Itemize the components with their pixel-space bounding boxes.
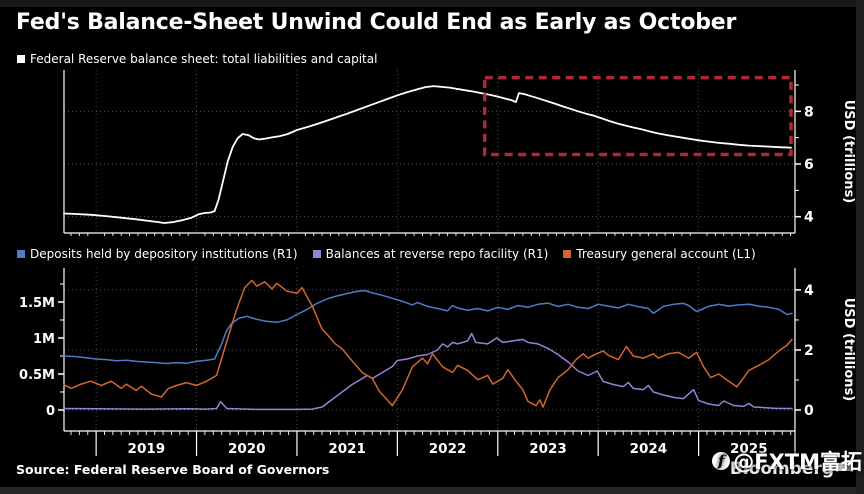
x-axis-year-label: 2022 xyxy=(429,441,467,457)
left-axis-tick-label: 1M xyxy=(33,332,55,347)
bloomberg-logo-text: Bloomberg xyxy=(729,459,834,479)
series-line-tga xyxy=(63,279,793,408)
x-axis-year-label: 2024 xyxy=(630,441,668,457)
series-line-fed-total xyxy=(63,85,792,224)
frame-strip-top xyxy=(0,0,864,7)
legend-swatch-reverse-repo xyxy=(312,250,321,258)
legend-swatch-deposits xyxy=(17,250,25,258)
bloomberg-logo: Bloomberg xyxy=(730,459,850,479)
right-axis-tick-label: 6 xyxy=(804,157,814,173)
source-line: Source: Federal Reserve Board of Governo… xyxy=(16,462,330,477)
legend-swatch-tga xyxy=(563,250,572,258)
frame-strip-right xyxy=(856,0,864,494)
right-axis-tick-label: 0 xyxy=(804,403,814,419)
legend-label-deposits: Deposits held by depository institutions… xyxy=(30,247,298,261)
fxtm-circle-icon: f xyxy=(712,452,731,470)
frame-strip-bottom xyxy=(0,487,864,494)
left-axis-tick-label: 1.5M xyxy=(19,296,55,311)
x-axis-year-label: 2020 xyxy=(228,441,266,457)
x-axis-year-label: 2025 xyxy=(730,441,768,457)
left-axis-tick-label: 0 xyxy=(46,404,55,419)
right-axis-title: USD (trillions) xyxy=(841,100,856,204)
x-axis-year-label: 2023 xyxy=(529,441,567,457)
bloomberg-logo-mark xyxy=(838,463,850,475)
page-title: Fed's Balance-Sheet Unwind Could End as … xyxy=(16,10,737,35)
bottom-chart-legend: Deposits held by depository institutions… xyxy=(17,247,756,261)
top-chart-legend: Federal Reserve balance sheet: total lia… xyxy=(17,52,377,66)
x-axis-year-label: 2019 xyxy=(128,441,166,457)
highlight-box xyxy=(482,75,793,157)
x-axis-year-label: 2021 xyxy=(328,441,366,457)
right-axis-tick-label: 8 xyxy=(804,104,814,120)
legend-swatch-fed-total xyxy=(17,55,25,63)
series-line-deposits xyxy=(63,289,793,365)
series-line-reverse-repo xyxy=(63,332,793,411)
legend-label-tga: Treasury general account (L1) xyxy=(576,247,756,261)
fxtm-watermark: f @FXTM富拓 xyxy=(712,446,862,476)
legend-item-deposits: Deposits held by depository institutions… xyxy=(17,247,298,261)
left-axis-tick-label: 0.5M xyxy=(19,368,55,383)
right-axis-title: USD (trillions) xyxy=(841,298,856,402)
fxtm-watermark-text: @FXTM富拓 xyxy=(733,450,862,474)
right-axis-tick-label: 4 xyxy=(804,283,814,299)
legend-item-reverse-repo: Balances at reverse repo facility (R1) xyxy=(312,247,549,261)
legend-item-tga: Treasury general account (L1) xyxy=(563,247,756,261)
legend-label-fed-total: Federal Reserve balance sheet: total lia… xyxy=(30,52,378,66)
right-axis-tick-label: 4 xyxy=(804,210,814,226)
legend-item-fed-total: Federal Reserve balance sheet: total lia… xyxy=(17,52,377,66)
right-axis-tick-label: 2 xyxy=(804,343,814,359)
legend-label-reverse-repo: Balances at reverse repo facility (R1) xyxy=(325,247,549,261)
